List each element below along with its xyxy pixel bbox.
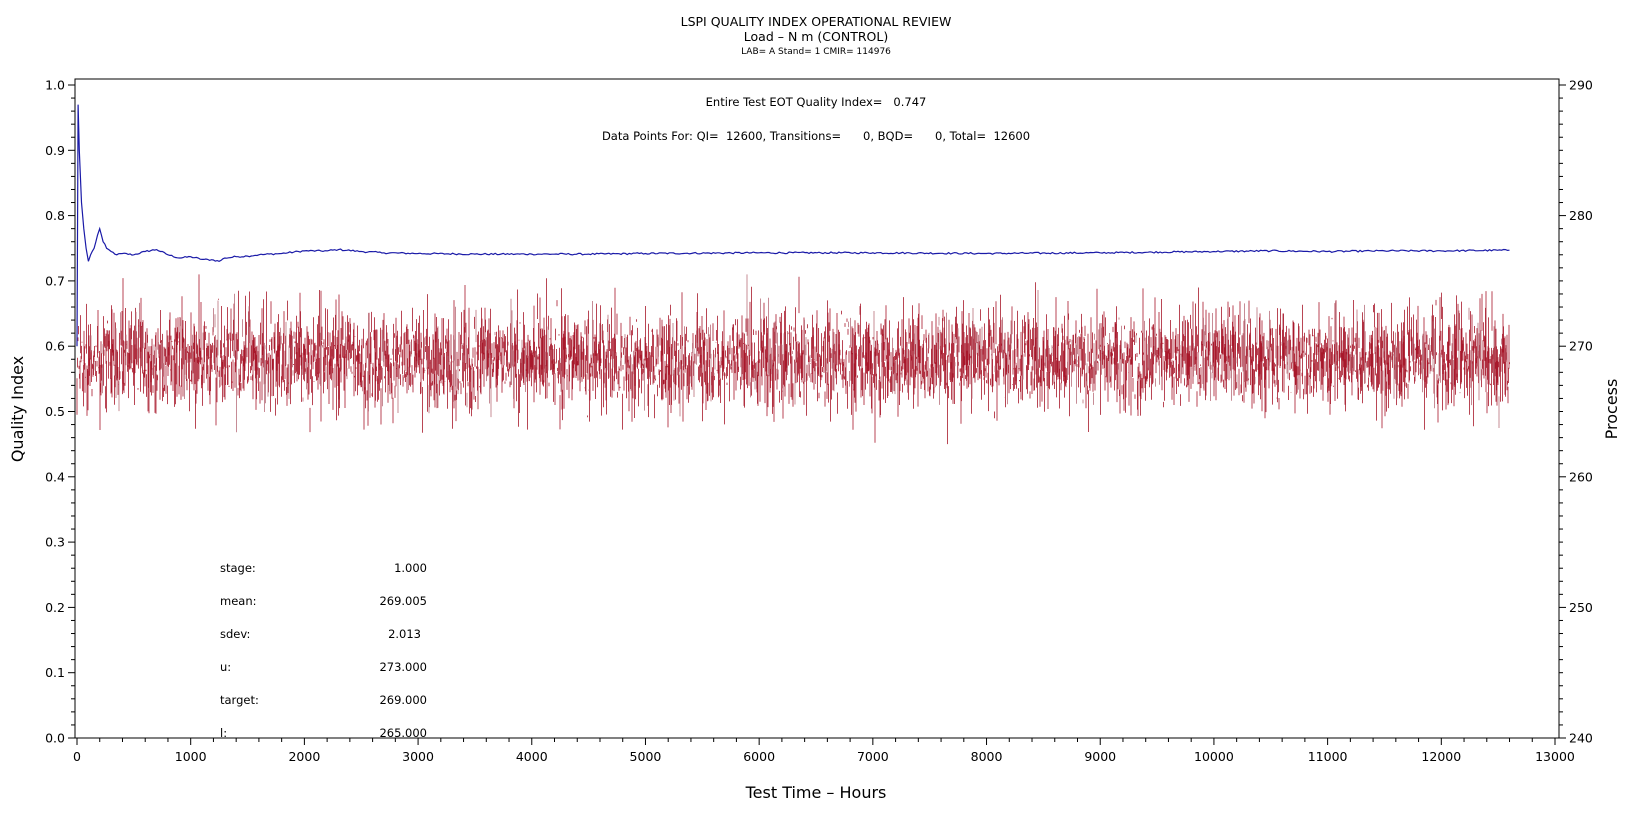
stat-label-sdev: sdev: [220,627,250,641]
x-tick-label: 12000 [1421,749,1461,764]
y-left-tick-label: 1.0 [45,78,65,93]
x-tick-label: 6000 [743,749,775,764]
x-tick-label: 5000 [630,749,662,764]
x-tick-label: 4000 [516,749,548,764]
stat-label-target: target: [220,693,259,707]
x-tick-label: 10000 [1194,749,1234,764]
stat-label-stage: stage: [220,561,256,575]
stats-block: stage: 1.000 mean: 269.005 sdev: 2.013 u… [220,561,427,740]
data-points-note: Data Points For: QI= 12600, Transitions=… [602,129,1030,143]
x-tick-label: 2000 [288,749,320,764]
stat-value-sdev: 2.013 [388,627,421,641]
stat-label-l: l: [220,726,227,740]
process-signal-series [76,274,1510,445]
y-right-tick-label: 290 [1569,78,1593,93]
x-tick-label: 13000 [1535,749,1575,764]
stat-value-stage: 1.000 [394,561,427,575]
stat-value-l: 265.000 [379,726,427,740]
plot-frame [74,78,1560,739]
x-axis-title: Test Time – Hours [745,783,887,802]
y-left-tick-label: 0.1 [45,665,65,680]
y-left-tick-label: 0.6 [45,339,65,354]
y-left-tick-label: 0.5 [45,404,65,419]
y-right-tick-label: 270 [1569,339,1593,354]
y-left-axis-title: Quality Index [8,356,27,462]
x-tick-label: 7000 [857,749,889,764]
y-left-tick-label: 0.2 [45,600,65,615]
x-tick-label: 11000 [1308,749,1348,764]
x-tick-label: 0 [73,749,81,764]
y-right-axis-title: Process [1602,379,1621,440]
y-left-tick-label: 0.0 [45,731,65,746]
process-signal-series-light [90,274,1507,433]
x-tick-label: 8000 [971,749,1003,764]
y-left-tick-label: 0.7 [45,273,65,288]
quality-index-series [76,104,1510,347]
x-tick-label: 1000 [175,749,207,764]
chart-subtitle: Load – N m (CONTROL) [744,29,888,44]
y-right-tick-label: 280 [1569,208,1593,223]
y-right-axis: 240 250 260 270 280 290 [1559,78,1593,746]
stat-value-target: 269.000 [379,693,427,707]
stat-value-u: 273.000 [379,660,427,674]
eot-quality-index-note: Entire Test EOT Quality Index= 0.747 [706,95,927,109]
x-tick-label: 3000 [402,749,434,764]
y-left-tick-label: 0.4 [45,469,65,484]
chart-title: LSPI QUALITY INDEX OPERATIONAL REVIEW [681,14,952,29]
y-left-tick-label: 0.9 [45,143,65,158]
stat-value-mean: 269.005 [379,594,427,608]
stat-label-mean: mean: [220,594,257,608]
y-right-tick-label: 260 [1569,469,1593,484]
x-tick-label: 9000 [1084,749,1116,764]
y-left-axis: 0.0 0.1 0.2 0.3 0.4 0.5 0.6 0.7 0.8 0.9 1.0 [45,78,75,746]
x-axis: 0 1000 2000 3000 4000 5000 6000 7000 8000 9000 100… [73,738,1575,764]
y-left-tick-label: 0.8 [45,208,65,223]
y-right-tick-label: 240 [1569,731,1593,746]
chart-info-line: LAB= A Stand= 1 CMIR= 114976 [741,47,891,57]
y-right-tick-label: 250 [1569,600,1593,615]
stat-label-u: u: [220,660,231,674]
y-left-tick-label: 0.3 [45,535,65,550]
